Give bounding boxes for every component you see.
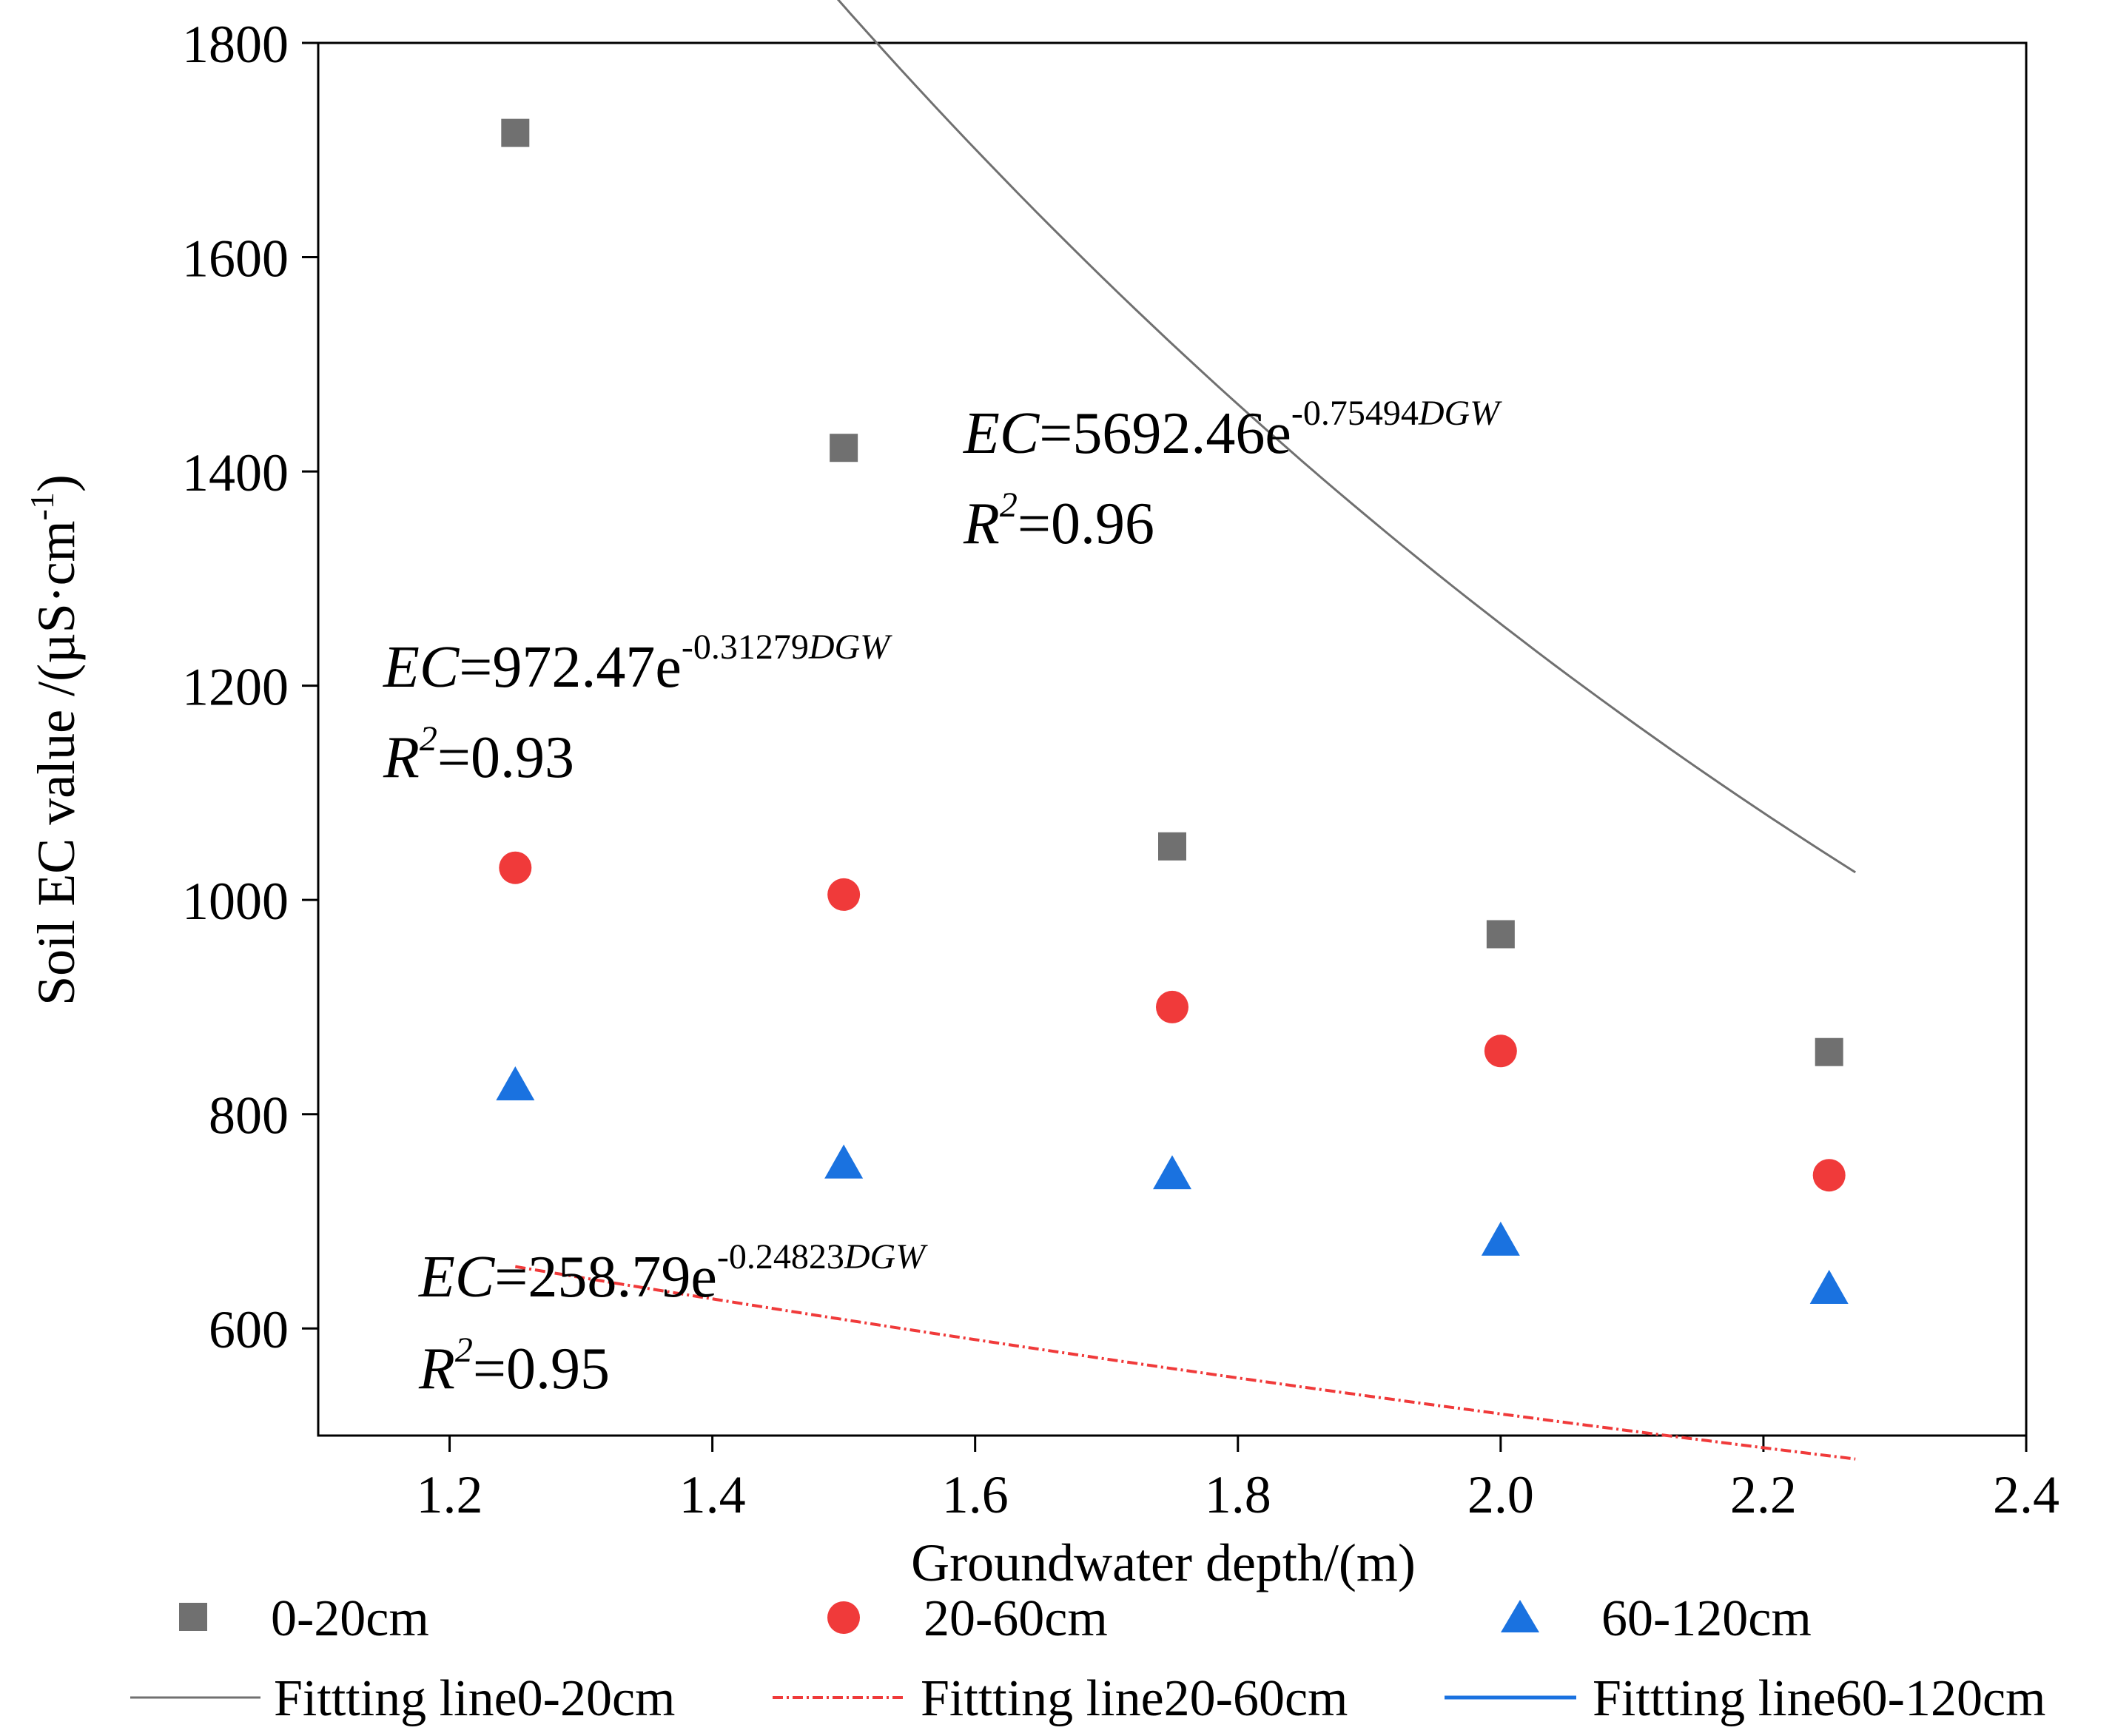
eq-20-60-var: DGW — [808, 628, 892, 667]
eq-0-20-formula: EC=5692.46e-0.75494DGW — [963, 394, 1502, 466]
marker-60-120 — [824, 1144, 864, 1179]
eq-60-120-exp: -0.24823 — [717, 1237, 844, 1276]
y-axis-title: Soil EC value /(µS·cm-1) — [23, 474, 86, 1006]
marker-60-120 — [1809, 1270, 1849, 1305]
marker-60-120 — [496, 1066, 535, 1100]
legend-label-20-60: 20-60cm — [924, 1590, 1108, 1647]
eq-60-120-r2: R2=0.95 — [418, 1330, 610, 1402]
y-tick-label: 1200 — [182, 658, 289, 717]
eq-0-20-r-sup: 2 — [1000, 485, 1018, 525]
eq-60-120-var: DGW — [844, 1237, 928, 1276]
legend-swatch-0-20 — [179, 1603, 207, 1631]
legend-swatch-60-120 — [1501, 1600, 1539, 1632]
marker-60-120 — [1153, 1155, 1191, 1190]
eq-60-120-body: =258.79e — [494, 1245, 717, 1310]
marker-20-60 — [1484, 1034, 1517, 1068]
legend-swatch-20-60 — [827, 1601, 860, 1634]
legend-label-0-20: 0-20cm — [271, 1590, 429, 1647]
eq-0-20-r-val: =0.96 — [1018, 491, 1154, 556]
y-tick-label: 1000 — [182, 872, 289, 931]
legend-fit-label-20-60: Fittting line20-60cm — [921, 1670, 1348, 1727]
eq-20-60-exp: -0.31279 — [682, 628, 809, 667]
legend: 0-20cm 20-60cm 60-120cm Fittting line0-2… — [130, 1590, 2045, 1727]
y-tick-label: 800 — [209, 1086, 289, 1145]
plot-frame — [317, 41, 2028, 1437]
legend-fit-label-60-120: Fittting line60-120cm — [1593, 1670, 2045, 1727]
x-tick-label: 2.4 — [1993, 1465, 2059, 1524]
marker-0-20 — [501, 118, 530, 147]
eq-60-120-formula: EC=258.79e-0.24823DGW — [418, 1237, 928, 1310]
eq-60-120-annotation: EC=258.79e-0.24823DGW R2=0.95 — [418, 1237, 928, 1402]
marker-20-60 — [827, 878, 861, 911]
eq-20-60-r: R — [383, 725, 420, 790]
legend-label-60-120: 60-120cm — [1601, 1590, 1812, 1647]
eq-0-20-var: DGW — [1418, 394, 1502, 433]
x-tick-label: 1.2 — [417, 1465, 483, 1524]
marker-0-20 — [1158, 832, 1186, 861]
eq-0-20-r: R — [963, 491, 1000, 556]
eq-20-60-body: =972.47e — [459, 635, 682, 700]
y-axis-title-main: Soil EC value /(µS·cm — [27, 520, 86, 1005]
marker-20-60 — [499, 851, 532, 884]
y-tick-label: 1400 — [182, 443, 289, 502]
marker-20-60 — [1156, 990, 1188, 1023]
eq-60-120-r-sup: 2 — [455, 1330, 473, 1370]
data-markers — [496, 118, 1849, 1305]
y-tick-label: 1800 — [182, 15, 289, 74]
eq-20-60-r2: R2=0.93 — [383, 719, 574, 790]
x-tick-label: 1.6 — [942, 1465, 1009, 1524]
x-tick-label: 1.4 — [679, 1465, 746, 1524]
y-tick-label: 600 — [209, 1300, 289, 1359]
eq-60-120-lhs: EC — [418, 1245, 496, 1310]
y-axis-title-sup: -1 — [23, 492, 61, 520]
eq-20-60-r-val: =0.93 — [437, 725, 574, 790]
y-tick-label: 1600 — [182, 229, 289, 289]
x-tick-label: 2.2 — [1730, 1465, 1797, 1524]
fit-line-20-60 — [514, 1265, 1856, 1461]
fit-lines — [514, 0, 1857, 1461]
eq-0-20-lhs: EC — [963, 401, 1040, 466]
eq-20-60-r-sup: 2 — [420, 719, 437, 758]
marker-20-60 — [1812, 1159, 1846, 1192]
eq-0-20-r2: R2=0.96 — [963, 485, 1154, 556]
eq-20-60-annotation: EC=972.47e-0.31279DGW R2=0.93 — [383, 628, 892, 790]
x-axis-title: Groundwater depth/(m) — [911, 1533, 1416, 1592]
eq-0-20-body: =5692.46e — [1039, 401, 1291, 466]
eq-20-60-formula: EC=972.47e-0.31279DGW — [383, 628, 892, 700]
marker-0-20 — [1815, 1037, 1843, 1066]
eq-0-20-annotation: EC=5692.46e-0.75494DGW R2=0.96 — [963, 394, 1502, 556]
eq-60-120-r: R — [418, 1336, 455, 1402]
fit-line-0-20 — [836, 0, 1857, 874]
legend-fit-label-0-20: Fittting line0-20cm — [274, 1670, 675, 1727]
marker-0-20 — [830, 434, 858, 462]
y-axis-title-close: ) — [27, 474, 86, 492]
marker-60-120 — [1481, 1221, 1520, 1256]
x-tick-label: 2.0 — [1467, 1465, 1534, 1524]
eq-20-60-lhs: EC — [383, 635, 460, 700]
axis-ticks: 1.2 1.4 1.6 1.8 2.0 2.2 2.4 600 800 1000 1200 1400 1… — [182, 15, 2059, 1524]
marker-0-20 — [1486, 920, 1515, 949]
x-tick-label: 1.8 — [1205, 1465, 1271, 1524]
eq-0-20-exp: -0.75494 — [1291, 394, 1419, 433]
eq-60-120-r-val: =0.95 — [473, 1336, 610, 1402]
